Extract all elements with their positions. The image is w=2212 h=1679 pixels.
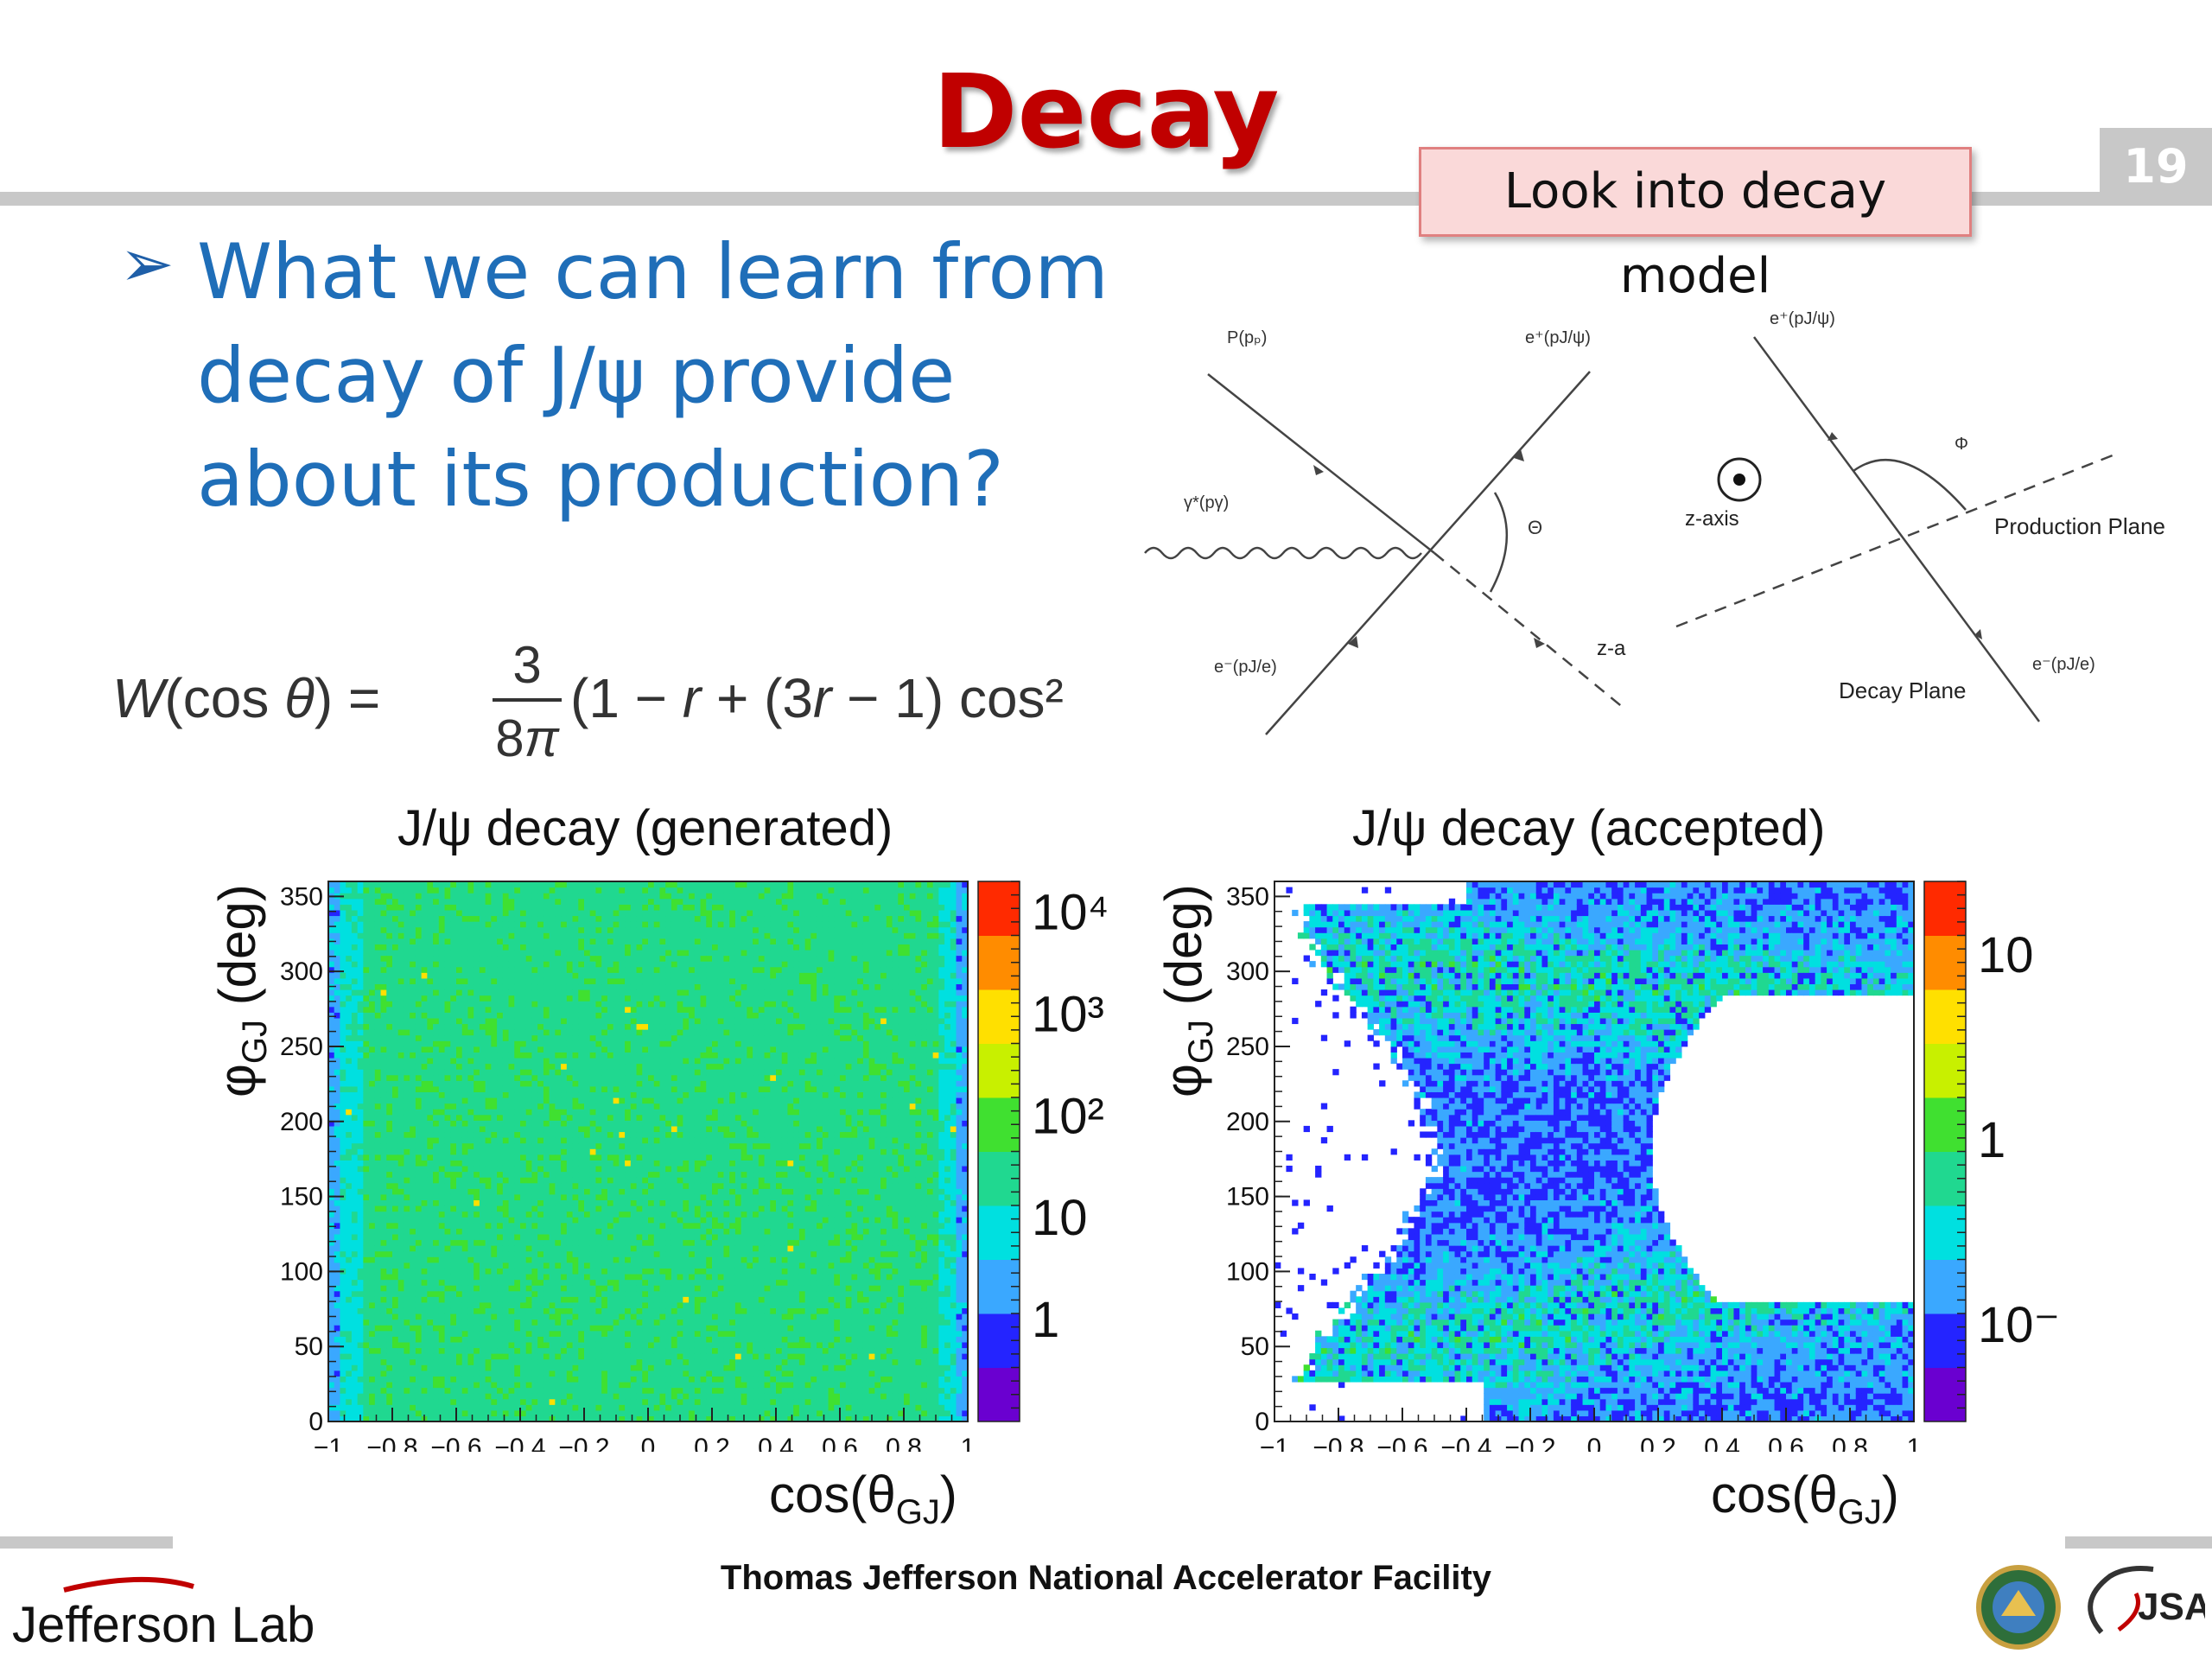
y-tick-label: 100 — [280, 1257, 323, 1286]
colorbar-label: 10⁴ — [1032, 884, 1109, 940]
x-tick-label: 0.2 — [694, 1434, 730, 1452]
x-tick-label: 0.8 — [886, 1434, 922, 1452]
y-tick-label: 150 — [1226, 1183, 1269, 1212]
y-tick-label: 150 — [280, 1183, 323, 1212]
x-tick-label: −0.8 — [1313, 1434, 1363, 1452]
proton-line — [1208, 374, 1434, 553]
y-tick-label: 0 — [1255, 1408, 1269, 1436]
bullet-text: What we can learn from decay of J/ψ prov… — [197, 220, 1130, 531]
doe-seal-icon — [1975, 1564, 2062, 1650]
z-axis-line — [1434, 553, 1624, 709]
y-tick-label: 200 — [280, 1108, 323, 1136]
page-number: 19 — [2100, 128, 2212, 206]
x-tick-label: −0.4 — [1440, 1434, 1491, 1452]
colorbar-label: 10 — [1978, 927, 2034, 983]
label-phi: Φ — [1955, 435, 1968, 454]
x-tick-label: 1 — [1907, 1434, 1922, 1452]
theta-arc — [1491, 493, 1507, 592]
chart-right-title: J/ψ decay (accepted) — [1352, 799, 1826, 857]
x-tick-label: 0.4 — [758, 1434, 794, 1452]
label-e-minus-right: e⁻(pJ/e) — [2032, 655, 2095, 674]
chart-right-xlabel: cos(θGJ) — [1711, 1465, 1899, 1532]
svg-text:8π: 8π — [495, 709, 560, 767]
svg-text:(1 − r + (3r − 1) cos² θ): (1 − r + (3r − 1) cos² θ) — [570, 667, 1063, 729]
chart-left-xlabel: cos(θGJ) — [769, 1465, 957, 1532]
jefferson-lab-wordmark: Jefferson Lab — [12, 1597, 315, 1653]
y-tick-label: 300 — [280, 957, 323, 986]
colorbar-label: 1 — [1032, 1292, 1059, 1348]
y-tick-label: 200 — [1226, 1108, 1269, 1136]
x-tick-label: 0.6 — [1768, 1434, 1804, 1452]
formula-svg: W(cos θ) = 3 8π (1 − r + (3r − 1) cos² θ… — [112, 622, 1063, 778]
chart-left-heatmap — [328, 881, 969, 1422]
x-tick-label: −0.6 — [1376, 1434, 1427, 1452]
footer-left-bar — [0, 1536, 173, 1549]
y-tick-label: 350 — [280, 882, 323, 911]
label-e-plus-right: e⁺(pJ/ψ) — [1770, 309, 1835, 328]
callout-box: Look into decay model — [1419, 147, 1972, 237]
label-photon: γ*(pγ) — [1184, 493, 1229, 512]
label-z-axis-cut: z-a — [1597, 637, 1626, 660]
svg-text:3: 3 — [512, 636, 541, 694]
chart-right-colorbar: 10⁻ 1 10 — [1924, 881, 2060, 1422]
y-tick-label: 250 — [1226, 1033, 1269, 1061]
y-tick-label: 300 — [1226, 957, 1269, 986]
chart-left-colorbar: 1 10 10² 10³ 10⁴ — [978, 881, 1109, 1422]
svg-text:W(cos θ) =: W(cos θ) = — [112, 667, 380, 729]
x-tick-label: 0 — [1587, 1434, 1602, 1452]
y-tick-label: 0 — [308, 1408, 323, 1436]
x-tick-label: −0.2 — [558, 1434, 609, 1452]
colorbar-label: 10⁻ — [1978, 1297, 2060, 1353]
photon-wave — [1145, 548, 1421, 558]
x-tick-label: 0.4 — [1704, 1434, 1740, 1452]
x-tick-label: 0.6 — [822, 1434, 858, 1452]
x-tick-label: 0 — [641, 1434, 656, 1452]
x-tick-label: −1 — [1260, 1434, 1289, 1452]
x-tick-label: 1 — [961, 1434, 976, 1452]
label-theta: Θ — [1528, 517, 1542, 538]
label-production-plane: Production Plane — [1994, 513, 2165, 539]
colorbar-label: 10³ — [1032, 986, 1104, 1042]
x-tick-label: −0.6 — [430, 1434, 481, 1452]
decay-formula: W(cos θ) = 3 8π (1 − r + (3r − 1) cos² θ… — [112, 622, 1063, 792]
jsa-logo-icon: JSA — [2075, 1559, 2205, 1645]
label-e-plus-left: e⁺(pJ/ψ) — [1525, 328, 1591, 347]
x-tick-label: 0.2 — [1640, 1434, 1676, 1452]
footer-facility: Thomas Jefferson National Accelerator Fa… — [0, 1559, 2212, 1598]
y-tick-label: 350 — [1226, 882, 1269, 911]
x-tick-label: −0.2 — [1504, 1434, 1555, 1452]
x-tick-label: −0.8 — [366, 1434, 417, 1452]
jsa-wordmark: JSA — [2138, 1586, 2205, 1628]
x-tick-label: 0.8 — [1832, 1434, 1868, 1452]
x-tick-label: −1 — [314, 1434, 343, 1452]
y-tick-label: 250 — [280, 1033, 323, 1061]
y-tick-label: 100 — [1226, 1257, 1269, 1286]
y-tick-label: 50 — [1241, 1332, 1269, 1361]
label-decay-plane: Decay Plane — [1839, 677, 1966, 703]
x-tick-label: −0.4 — [494, 1434, 545, 1452]
chart-left-title: J/ψ decay (generated) — [397, 799, 893, 857]
electron-line — [1266, 372, 1590, 735]
decay-geometry-diagram: P(pₚ) e⁺(pJ/ψ) γ*(pγ) e⁻(pJ/e) Θ z-a e⁺(… — [1141, 294, 2195, 743]
footer-right-bar — [2065, 1536, 2212, 1549]
y-tick-label: 50 — [295, 1332, 323, 1361]
phi-arc — [1853, 460, 1966, 510]
colorbar-label: 1 — [1978, 1112, 2005, 1168]
label-e-minus-left: e⁻(pJ/e) — [1214, 658, 1277, 677]
colorbar-label: 10² — [1032, 1088, 1104, 1144]
label-z-axis: z-axis — [1685, 507, 1739, 531]
label-proton: P(pₚ) — [1227, 328, 1267, 347]
colorbar-label: 10 — [1032, 1190, 1088, 1246]
bullet-arrow-icon: ➢ — [119, 225, 175, 302]
chart-right-heatmap — [1274, 881, 1915, 1422]
